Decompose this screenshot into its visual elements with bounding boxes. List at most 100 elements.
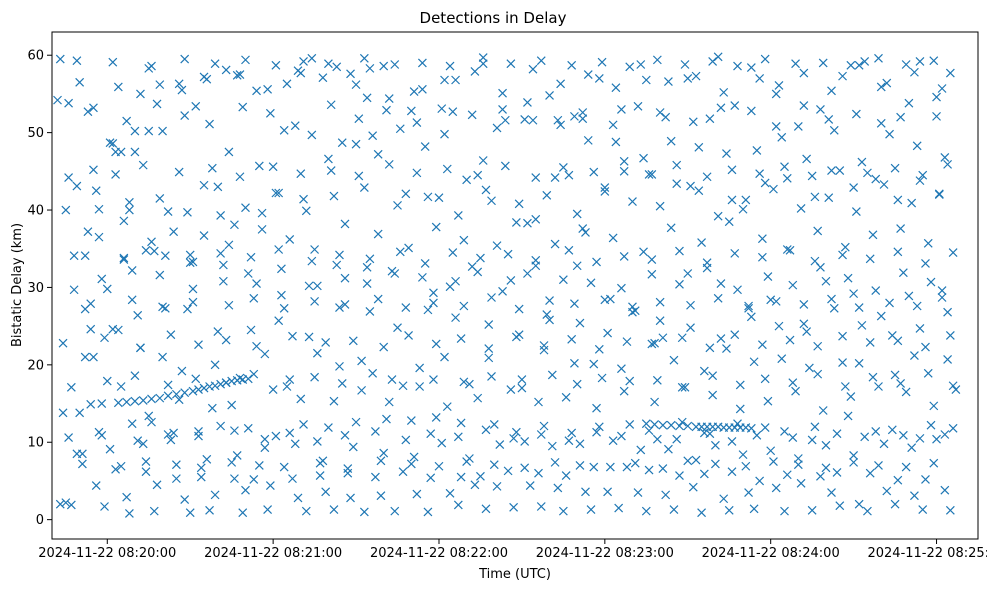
- data-point: [431, 222, 441, 232]
- data-point: [904, 98, 914, 108]
- data-point: [404, 243, 414, 253]
- data-point: [337, 378, 347, 388]
- data-point: [713, 211, 723, 221]
- data-point: [943, 354, 953, 364]
- data-point: [730, 248, 740, 258]
- data-point: [575, 318, 585, 328]
- data-point: [365, 63, 375, 73]
- data-point: [713, 293, 723, 303]
- data-point: [807, 171, 817, 181]
- data-point: [249, 293, 259, 303]
- data-point: [793, 460, 803, 470]
- data-point: [86, 324, 96, 334]
- data-point: [835, 166, 845, 175]
- data-point: [592, 257, 601, 267]
- data-point: [672, 434, 682, 444]
- data-point: [876, 118, 886, 128]
- data-point: [520, 115, 530, 124]
- data-point: [340, 300, 350, 309]
- data-point: [675, 246, 684, 256]
- data-point: [868, 230, 878, 240]
- data-point: [528, 115, 538, 125]
- data-point: [896, 112, 906, 122]
- data-point: [940, 485, 950, 495]
- data-point: [929, 401, 939, 411]
- data-point: [782, 245, 792, 254]
- data-point: [661, 112, 671, 122]
- data-point: [171, 389, 181, 399]
- data-point: [755, 476, 765, 486]
- data-point: [608, 233, 618, 243]
- data-point: [766, 295, 776, 305]
- data-point: [362, 279, 372, 288]
- data-point: [816, 471, 825, 481]
- data-point: [252, 86, 261, 96]
- data-point: [155, 393, 165, 403]
- data-point: [843, 273, 853, 283]
- data-point: [412, 489, 422, 499]
- data-point: [235, 70, 245, 79]
- data-point: [307, 53, 317, 63]
- data-point: [506, 385, 516, 395]
- data-point: [514, 199, 524, 209]
- data-point: [323, 154, 333, 164]
- data-point: [694, 142, 704, 152]
- data-point: [531, 255, 541, 265]
- data-point: [116, 382, 126, 391]
- data-point: [277, 290, 286, 300]
- data-point: [581, 228, 590, 237]
- data-point: [727, 165, 737, 175]
- data-point: [91, 186, 101, 196]
- data-point: [108, 139, 118, 148]
- data-point: [290, 121, 300, 131]
- data-point: [442, 402, 452, 412]
- data-point: [141, 245, 151, 255]
- data-point: [246, 325, 256, 335]
- data-point: [564, 170, 574, 180]
- data-point: [97, 274, 107, 284]
- data-point: [332, 62, 342, 72]
- data-point: [871, 174, 881, 184]
- data-point: [716, 279, 726, 288]
- data-point: [838, 331, 847, 341]
- data-point: [83, 107, 93, 117]
- data-point: [124, 205, 134, 215]
- data-point: [312, 281, 322, 291]
- data-point: [188, 386, 198, 396]
- data-point: [492, 123, 502, 133]
- data-point: [498, 88, 507, 98]
- data-point: [719, 87, 729, 97]
- data-point: [420, 142, 430, 151]
- data-point: [840, 382, 850, 391]
- data-point: [94, 204, 104, 214]
- data-point: [423, 507, 433, 517]
- data-point: [744, 301, 753, 311]
- data-point: [130, 371, 140, 381]
- data-point: [406, 459, 416, 469]
- data-point: [417, 272, 427, 282]
- data-point: [821, 276, 831, 286]
- data-point: [893, 247, 903, 257]
- data-point: [152, 480, 162, 490]
- data-point: [448, 107, 458, 117]
- data-point: [312, 348, 322, 358]
- data-point: [882, 486, 892, 496]
- data-point: [605, 462, 615, 472]
- data-point: [453, 211, 463, 220]
- data-point: [727, 467, 737, 477]
- data-point: [890, 499, 900, 509]
- data-point: [412, 118, 422, 127]
- data-point: [589, 359, 599, 369]
- data-point: [708, 390, 718, 400]
- data-point: [119, 216, 129, 226]
- data-point: [539, 421, 549, 431]
- data-point: [570, 111, 579, 121]
- data-point: [594, 344, 604, 354]
- data-point: [111, 169, 121, 179]
- data-point: [160, 251, 170, 261]
- data-point: [730, 330, 740, 340]
- data-point: [158, 352, 167, 362]
- data-point: [600, 295, 610, 305]
- data-point: [628, 197, 637, 206]
- data-point: [158, 302, 167, 312]
